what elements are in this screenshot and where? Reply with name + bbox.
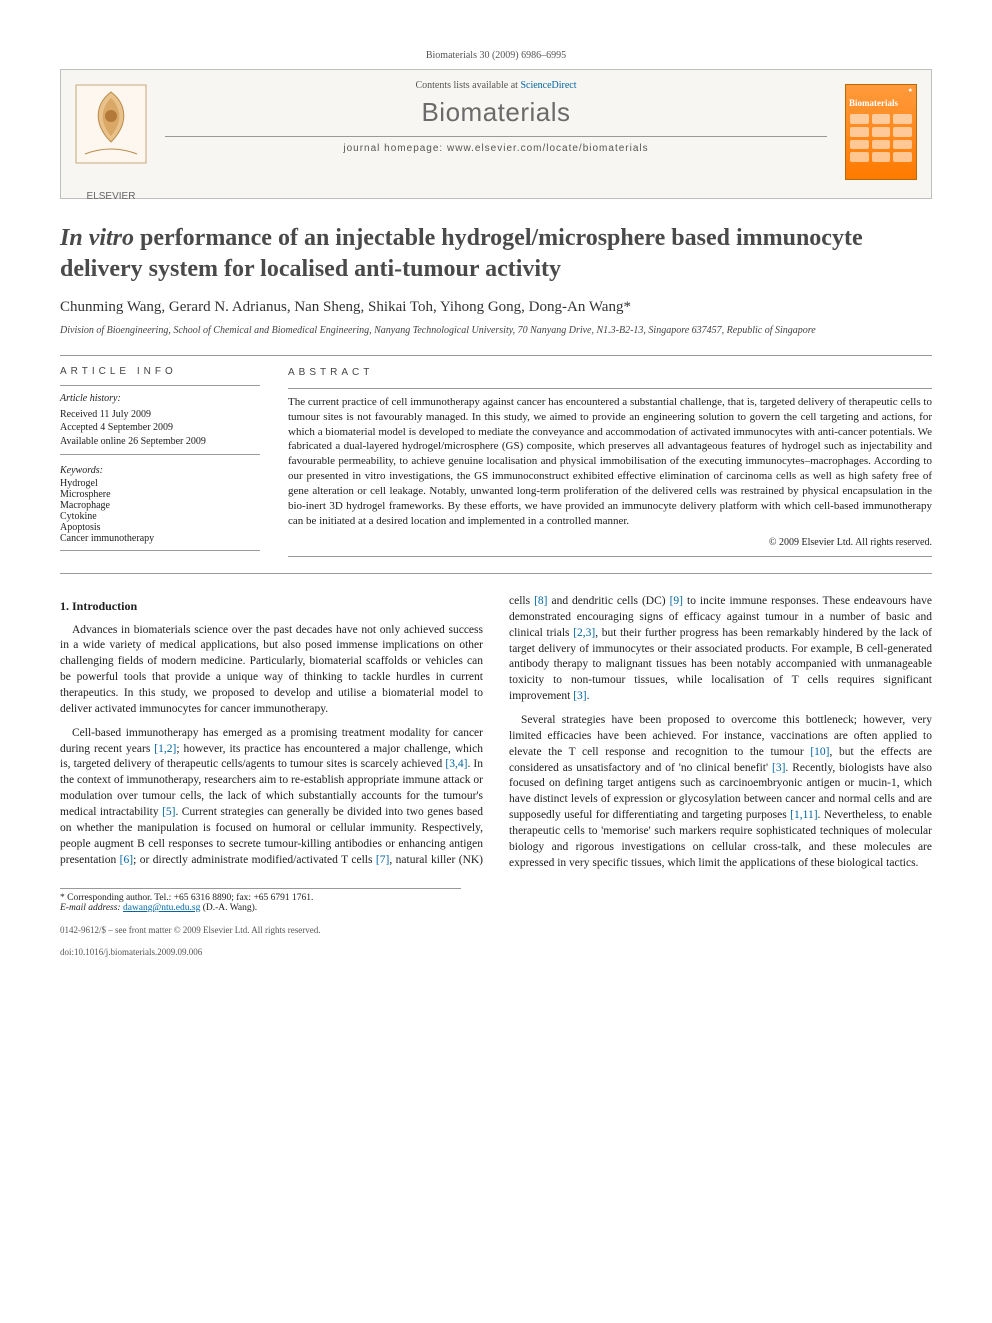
text-run: . [587, 690, 590, 702]
keyword-item: Cancer immunotherapy [60, 533, 260, 544]
citation-link[interactable]: [5] [162, 806, 175, 818]
citation-link[interactable]: [7] [376, 854, 389, 866]
keyword-item: Apoptosis [60, 522, 260, 533]
section-heading: 1. Introduction [60, 598, 483, 615]
body-two-column: 1. Introduction Advances in biomaterials… [60, 594, 932, 874]
history-accepted: Accepted 4 September 2009 [60, 421, 260, 435]
keyword-item: Cytokine [60, 511, 260, 522]
citation-link[interactable]: [3] [772, 762, 785, 774]
email-suffix: (D.-A. Wang). [200, 903, 257, 913]
cover-name: Biomaterials [846, 96, 916, 110]
mid-rule [60, 573, 932, 574]
homepage-url[interactable]: www.elsevier.com/locate/biomaterials [447, 143, 649, 154]
citation-link[interactable]: [8] [534, 595, 547, 607]
footer-issn: 0142-9612/$ – see front matter © 2009 El… [60, 925, 932, 935]
citation-link[interactable]: [3,4] [445, 758, 467, 770]
article-title: In vitro performance of an injectable hy… [60, 223, 932, 285]
history-label: Article history: [60, 392, 260, 406]
top-rule [60, 355, 932, 356]
author-list: Chunming Wang, Gerard N. Adrianus, Nan S… [60, 299, 932, 316]
text-run: ; or directly administrate modified/acti… [133, 854, 376, 866]
article-info-heading: ARTICLE INFO [60, 366, 260, 377]
citation-link[interactable]: [10] [810, 746, 829, 758]
affiliation: Division of Bioengineering, School of Ch… [60, 324, 932, 337]
sciencedirect-link[interactable]: ScienceDirect [520, 80, 576, 91]
abstract-column: ABSTRACT The current practice of cell im… [288, 366, 932, 557]
homepage-prefix: journal homepage: [343, 143, 447, 154]
publisher-label: ELSEVIER [75, 191, 147, 202]
title-italic: In vitro [60, 225, 134, 251]
email-link[interactable]: dawang@ntu.edu.sg [123, 903, 200, 913]
citation-link[interactable]: [6] [120, 854, 133, 866]
cover-star-icon: ★ [846, 85, 916, 96]
abstract-copyright: © 2009 Elsevier Ltd. All rights reserved… [288, 536, 932, 550]
contents-line: Contents lists available at ScienceDirec… [415, 80, 576, 91]
history-online: Available online 26 September 2009 [60, 435, 260, 449]
footer-doi: doi:10.1016/j.biomaterials.2009.09.006 [60, 947, 932, 957]
paragraph: Several strategies have been proposed to… [509, 713, 932, 872]
footnote-email-line: E-mail address: dawang@ntu.edu.sg (D.-A.… [60, 903, 461, 913]
history-block: Article history: Received 11 July 2009 A… [60, 385, 260, 455]
paragraph: Advances in biomaterials science over th… [60, 623, 483, 718]
keyword-item: Macrophage [60, 500, 260, 511]
citation-link[interactable]: [1,11] [790, 809, 817, 821]
citation-link[interactable]: [1,2] [154, 743, 176, 755]
keywords-block: Keywords: Hydrogel Microsphere Macrophag… [60, 465, 260, 551]
citation-link[interactable]: [3] [573, 690, 586, 702]
citation-link[interactable]: [2,3] [573, 627, 595, 639]
header-rule [165, 136, 827, 137]
cover-grid [846, 110, 916, 166]
abstract-bottom-rule [288, 556, 932, 557]
keyword-item: Microsphere [60, 489, 260, 500]
keywords-label: Keywords: [60, 465, 260, 476]
abstract-top-rule [288, 388, 932, 389]
running-head: Biomaterials 30 (2009) 6986–6995 [60, 50, 932, 61]
keyword-item: Hydrogel [60, 478, 260, 489]
journal-name: Biomaterials [75, 97, 917, 128]
journal-cover-thumb: ★ Biomaterials [845, 84, 917, 180]
article-info-column: ARTICLE INFO Article history: Received 1… [60, 366, 260, 557]
info-abstract-row: ARTICLE INFO Article history: Received 1… [60, 366, 932, 557]
citation-link[interactable]: [9] [670, 595, 683, 607]
corresponding-author-footnote: * Corresponding author. Tel.: +65 6316 8… [60, 888, 461, 913]
contents-prefix: Contents lists available at [415, 80, 520, 91]
text-run: and dendritic cells (DC) [547, 595, 669, 607]
page-container: Biomaterials 30 (2009) 6986–6995 ELSEVIE… [0, 0, 992, 997]
email-label: E-mail address: [60, 903, 123, 913]
journal-header-panel: ELSEVIER ★ Biomaterials Contents lists a… [60, 69, 932, 199]
title-rest: performance of an injectable hydrogel/mi… [60, 225, 863, 282]
elsevier-logo: ELSEVIER [75, 84, 147, 184]
homepage-line: journal homepage: www.elsevier.com/locat… [75, 143, 917, 154]
abstract-text: The current practice of cell immunothera… [288, 395, 932, 529]
abstract-heading: ABSTRACT [288, 366, 932, 380]
footnote-line: * Corresponding author. Tel.: +65 6316 8… [60, 893, 461, 903]
history-received: Received 11 July 2009 [60, 408, 260, 422]
